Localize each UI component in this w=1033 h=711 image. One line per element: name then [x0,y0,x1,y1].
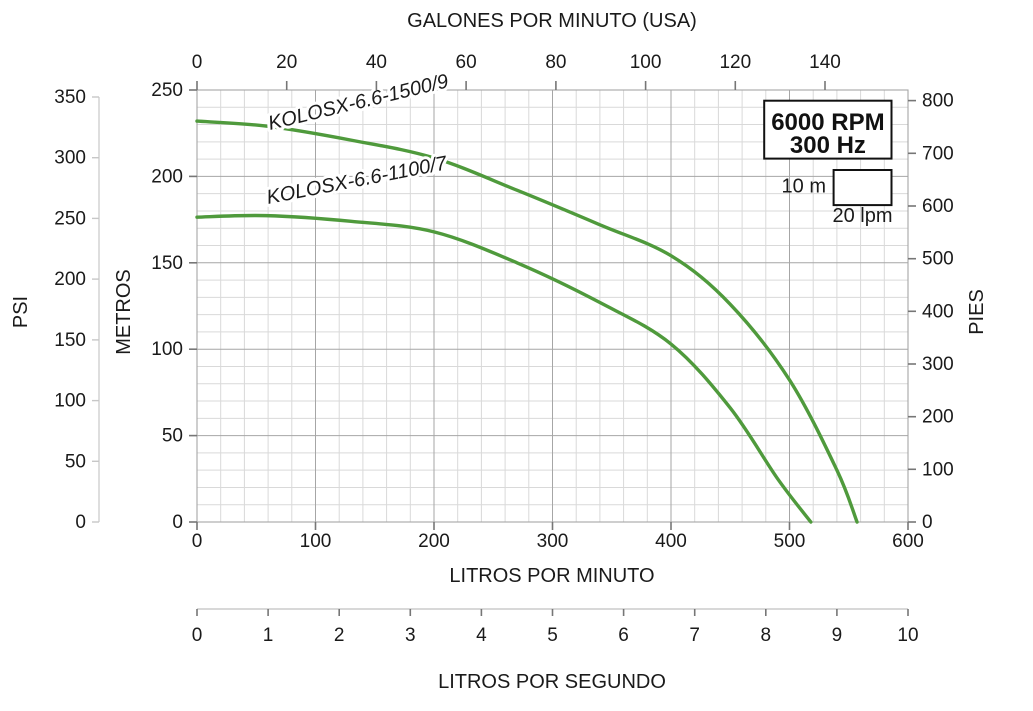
svg-text:1: 1 [263,625,274,646]
svg-text:7: 7 [689,625,700,646]
svg-text:40: 40 [366,52,387,73]
svg-text:8: 8 [761,625,772,646]
svg-text:100: 100 [300,531,332,552]
svg-text:140: 140 [809,52,841,73]
svg-text:500: 500 [922,249,954,270]
svg-text:250: 250 [54,208,86,229]
svg-text:100: 100 [630,52,662,73]
svg-text:400: 400 [655,531,687,552]
svg-text:0: 0 [922,512,933,533]
svg-text:150: 150 [54,330,86,351]
svg-text:100: 100 [54,391,86,412]
svg-text:0: 0 [192,531,203,552]
svg-text:3: 3 [405,625,416,646]
svg-text:400: 400 [922,301,954,322]
svg-text:6: 6 [618,625,629,646]
svg-text:500: 500 [774,531,806,552]
svg-text:200: 200 [54,269,86,290]
svg-text:PSI: PSI [10,296,32,328]
svg-text:200: 200 [151,166,183,187]
svg-text:50: 50 [65,451,86,472]
svg-text:150: 150 [151,253,183,274]
svg-text:600: 600 [922,196,954,217]
svg-text:9: 9 [832,625,843,646]
svg-text:80: 80 [545,52,566,73]
svg-text:350: 350 [54,87,86,108]
svg-text:5: 5 [547,625,558,646]
svg-text:200: 200 [922,407,954,428]
svg-text:20: 20 [276,52,297,73]
svg-text:0: 0 [172,512,183,533]
svg-text:800: 800 [922,91,954,112]
svg-text:4: 4 [476,625,487,646]
svg-text:100: 100 [151,339,183,360]
svg-text:300: 300 [922,354,954,375]
svg-text:50: 50 [162,426,183,447]
svg-text:10 m: 10 m [782,176,826,198]
svg-text:2: 2 [334,625,345,646]
svg-text:200: 200 [418,531,450,552]
svg-text:300 Hz: 300 Hz [790,132,866,159]
svg-text:20 lpm: 20 lpm [832,205,892,227]
svg-text:LITROS POR SEGUNDO: LITROS POR SEGUNDO [438,671,666,693]
svg-text:600: 600 [892,531,924,552]
svg-text:METROS: METROS [113,269,135,355]
svg-text:GALONES POR MINUTO (USA): GALONES POR MINUTO (USA) [407,10,697,32]
svg-text:0: 0 [192,52,203,73]
svg-text:100: 100 [922,459,954,480]
svg-text:60: 60 [456,52,477,73]
svg-text:300: 300 [537,531,569,552]
svg-text:300: 300 [54,148,86,169]
svg-text:LITROS POR MINUTO: LITROS POR MINUTO [449,565,654,587]
svg-text:PIES: PIES [966,289,988,335]
svg-text:0: 0 [75,512,86,533]
svg-text:10: 10 [897,625,918,646]
svg-text:0: 0 [192,625,203,646]
svg-text:700: 700 [922,143,954,164]
svg-text:120: 120 [719,52,751,73]
svg-text:250: 250 [151,80,183,101]
